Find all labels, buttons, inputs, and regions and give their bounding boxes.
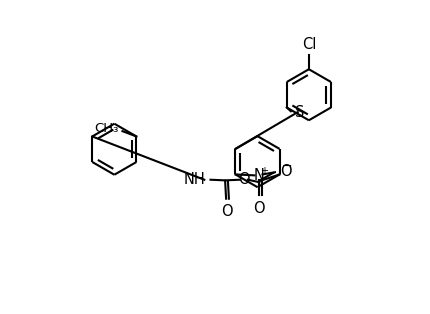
Text: O: O	[252, 201, 264, 216]
Text: CH₃: CH₃	[94, 122, 118, 135]
Text: O: O	[221, 204, 232, 219]
Text: S: S	[295, 105, 304, 120]
Text: Cl: Cl	[301, 37, 315, 52]
Text: NH: NH	[183, 171, 204, 187]
Text: N: N	[253, 169, 264, 183]
Text: O: O	[237, 171, 249, 187]
Text: −: −	[281, 160, 292, 173]
Text: +: +	[259, 166, 267, 176]
Text: O: O	[280, 164, 292, 179]
